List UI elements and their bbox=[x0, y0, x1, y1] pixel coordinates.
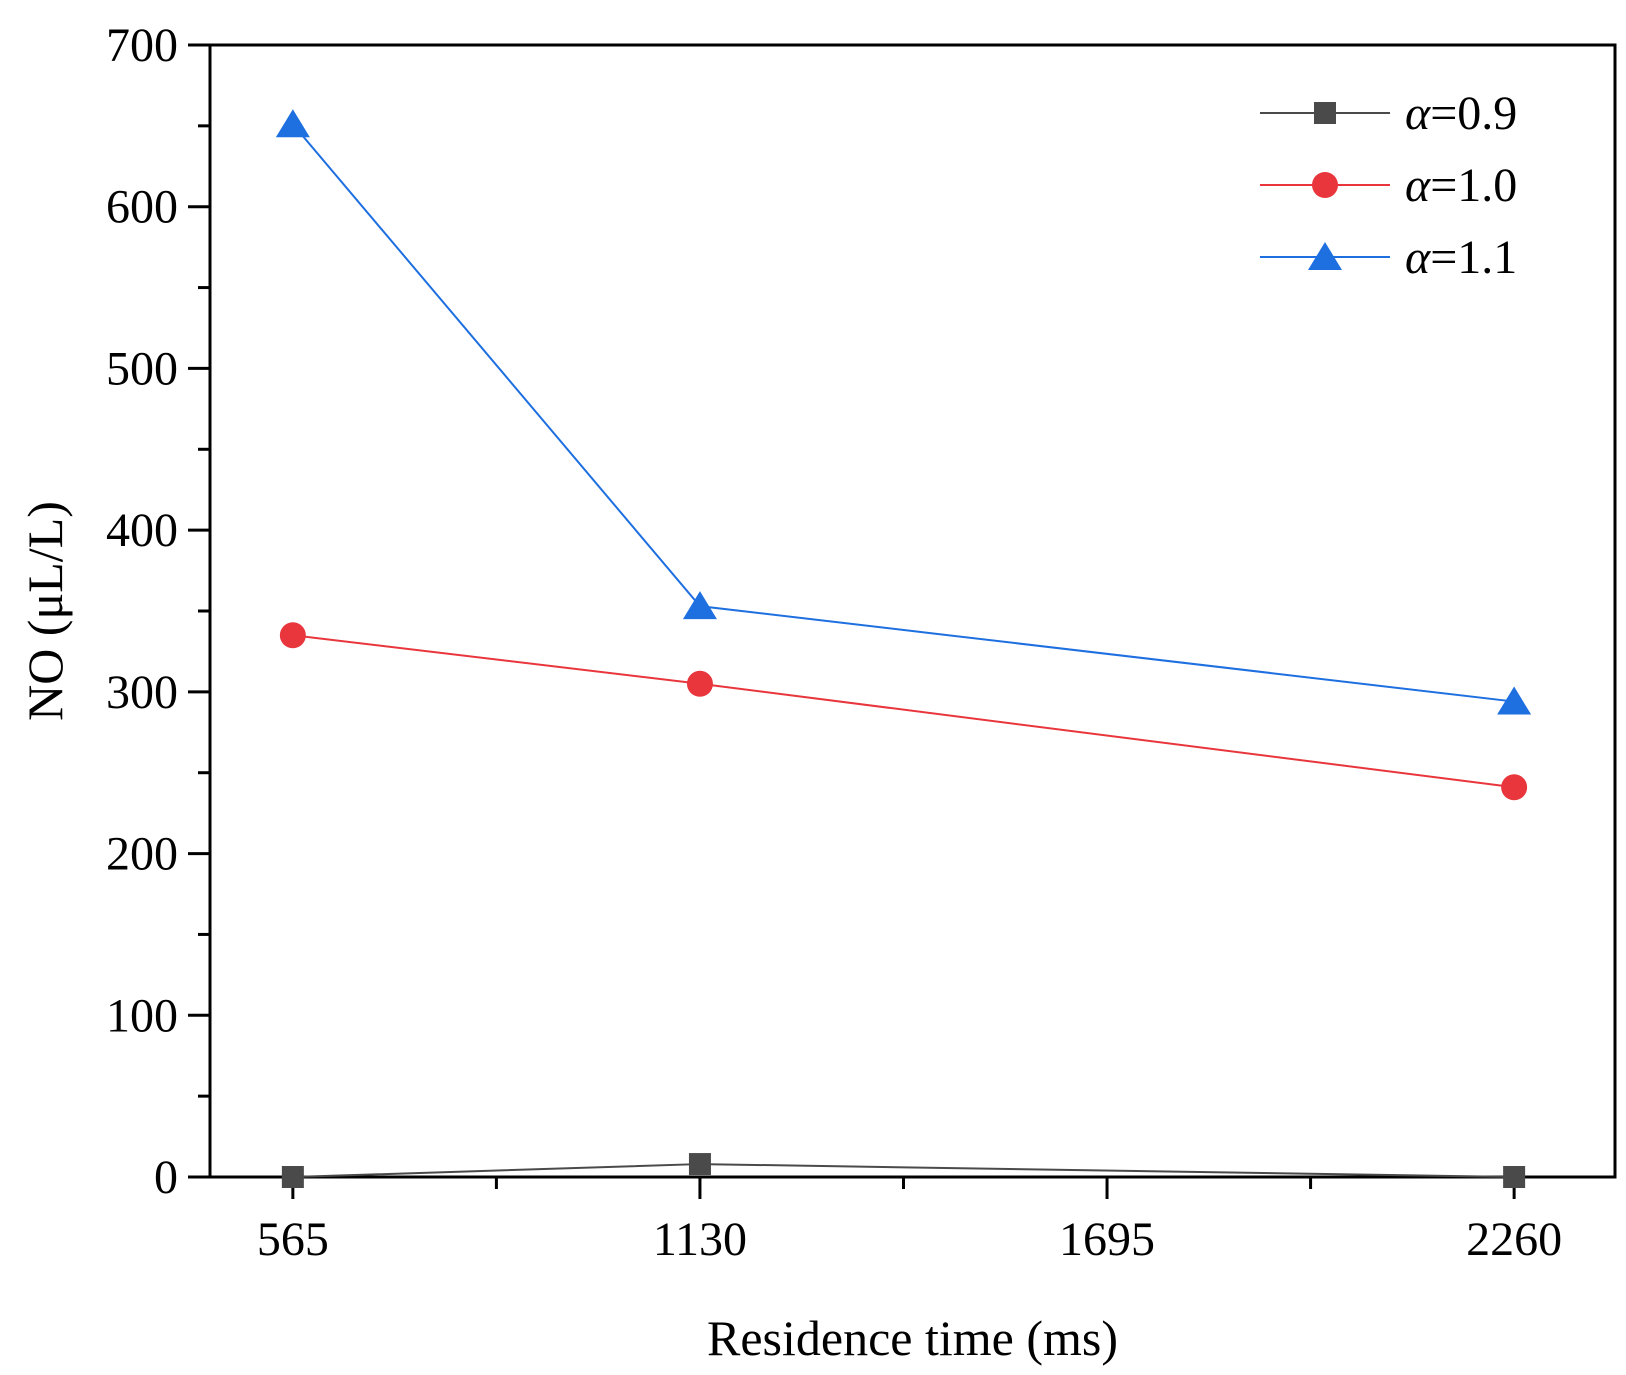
legend-symbol: α bbox=[1405, 87, 1431, 140]
series-line bbox=[292, 123, 1515, 703]
legend-label: α=1.0 bbox=[1405, 159, 1517, 212]
x-axis: 565 1130 1695 2260 bbox=[257, 1177, 1562, 1266]
data-point-square bbox=[1503, 1166, 1526, 1188]
legend-symbol: α bbox=[1405, 231, 1431, 284]
plot-frame bbox=[208, 43, 1617, 1179]
y-tick-label: 100 bbox=[106, 989, 178, 1042]
legend-symbol: α bbox=[1405, 159, 1431, 212]
y-axis: 0 100 200 300 400 500 600 700 bbox=[106, 19, 210, 1204]
legend-label: α=1.1 bbox=[1405, 231, 1517, 284]
y-tick-label: 0 bbox=[154, 1151, 178, 1204]
series-line bbox=[292, 634, 1515, 789]
legend-value: =1.0 bbox=[1430, 159, 1517, 212]
legend-entry: α=1.1 bbox=[1260, 231, 1517, 284]
legend-marker-triangle bbox=[1308, 242, 1342, 270]
legend-value: =0.9 bbox=[1430, 87, 1517, 140]
x-tick-label: 2260 bbox=[1466, 1213, 1562, 1266]
series-line bbox=[292, 1163, 1515, 1178]
data-point-circle bbox=[279, 622, 306, 649]
legend-entry: α=1.0 bbox=[1260, 159, 1517, 212]
data-point-triangle bbox=[275, 109, 310, 138]
series-layer bbox=[275, 109, 1532, 1188]
legend-entry: α=0.9 bbox=[1260, 87, 1517, 140]
x-tick-label: 1130 bbox=[653, 1213, 747, 1266]
data-point-square bbox=[688, 1153, 711, 1176]
x-tick-label: 1695 bbox=[1059, 1213, 1155, 1266]
y-tick-label: 300 bbox=[106, 666, 178, 719]
y-tick-label: 600 bbox=[106, 181, 178, 234]
series-square bbox=[281, 1153, 1526, 1188]
x-axis-title: Residence time (ms) bbox=[707, 1310, 1118, 1366]
y-tick-label: 700 bbox=[106, 19, 178, 72]
series-circle bbox=[279, 622, 1528, 801]
legend-marker-square bbox=[1314, 102, 1336, 124]
y-tick-label: 500 bbox=[106, 342, 178, 395]
series-triangle bbox=[275, 109, 1532, 715]
x-tick-label: 565 bbox=[257, 1213, 329, 1266]
data-point-circle bbox=[686, 670, 713, 697]
y-tick-label: 400 bbox=[106, 504, 178, 557]
data-point-square bbox=[281, 1166, 304, 1188]
y-axis-title: NO (μL/L) bbox=[17, 501, 73, 721]
data-point-triangle bbox=[1497, 686, 1532, 715]
legend-label: α=0.9 bbox=[1405, 87, 1517, 140]
data-point-circle bbox=[1501, 774, 1528, 801]
legend-marker-circle bbox=[1312, 172, 1338, 198]
legend: α=0.9α=1.0α=1.1 bbox=[1260, 87, 1517, 284]
data-point-triangle bbox=[682, 591, 717, 620]
y-tick-label: 200 bbox=[106, 828, 178, 881]
plot-border bbox=[208, 43, 1617, 1179]
legend-value: =1.1 bbox=[1430, 231, 1517, 284]
